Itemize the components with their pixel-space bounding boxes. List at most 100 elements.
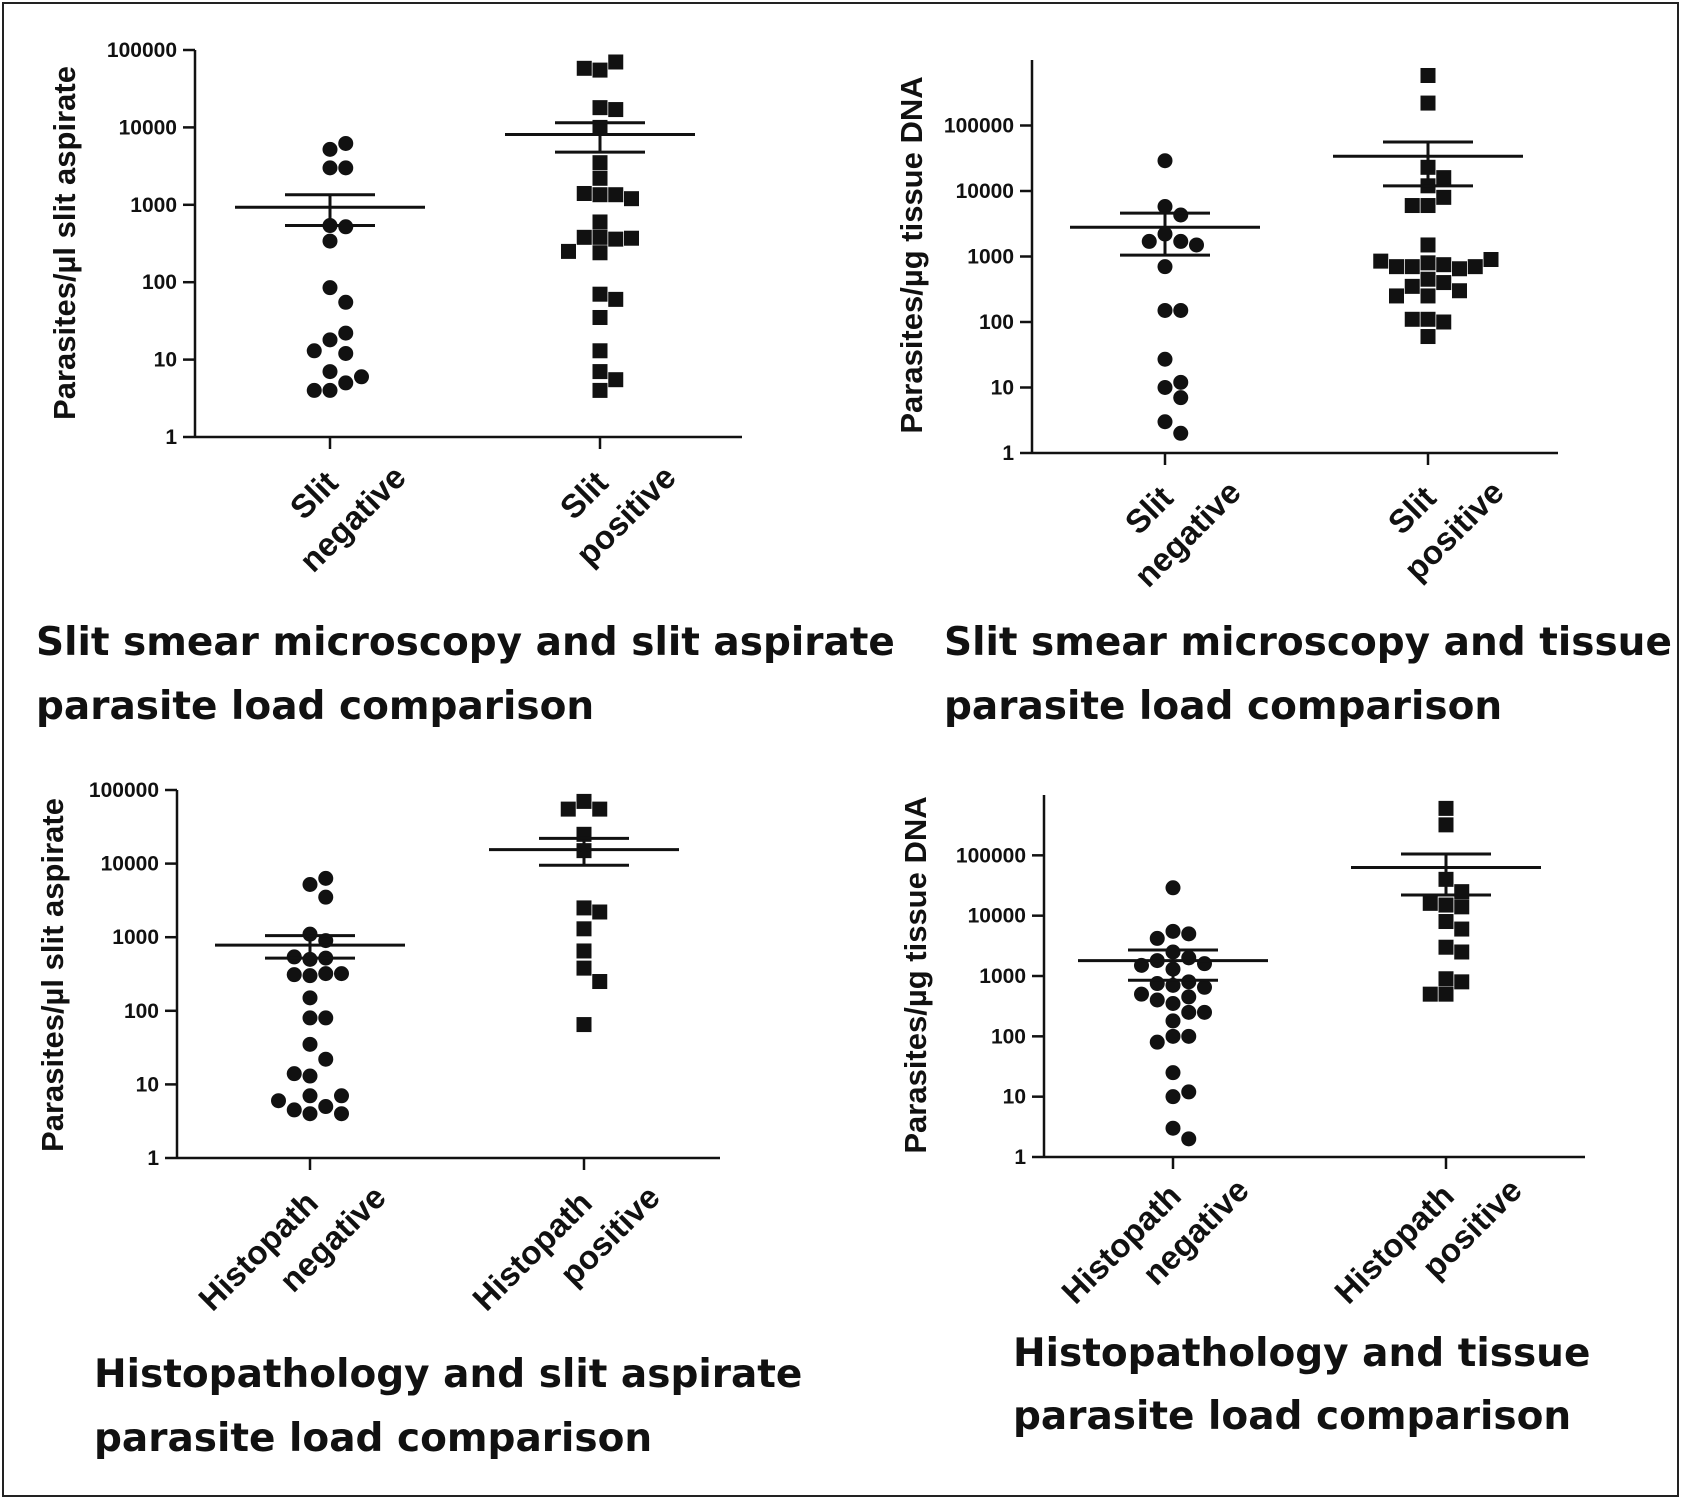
- data-point-square: [576, 960, 592, 976]
- data-point-square: [1436, 275, 1452, 291]
- data-point-square: [592, 364, 608, 380]
- y-tick-label: 1000: [967, 246, 1014, 269]
- data-point-square: [1452, 261, 1467, 277]
- y-tick-label: 1: [147, 1147, 159, 1170]
- data-point-square: [1454, 884, 1470, 900]
- y-tick-label: 1000: [979, 965, 1026, 988]
- data-point-square: [1404, 198, 1420, 214]
- panel-caption-line-1: Slit smear microscopy and slit aspirate: [36, 620, 895, 665]
- y-axis-title: Parasites/µl slit aspirate: [47, 66, 82, 420]
- data-point-circle: [322, 332, 338, 348]
- data-point-square: [1422, 986, 1438, 1002]
- y-tick-label: 100000: [944, 115, 1014, 138]
- data-point-circle: [1197, 979, 1212, 995]
- data-point-circle: [1181, 1004, 1197, 1020]
- data-point-square: [1436, 170, 1452, 186]
- data-point-circle: [1173, 302, 1189, 318]
- data-point-circle: [318, 966, 334, 982]
- data-point-circle: [302, 1088, 318, 1104]
- y-tick-label: 100000: [107, 39, 177, 62]
- data-point-square: [592, 801, 608, 817]
- data-point-square: [1420, 67, 1436, 83]
- y-tick-label: 10: [991, 377, 1014, 400]
- data-point-square: [1389, 259, 1404, 275]
- data-point-square: [1483, 251, 1499, 267]
- data-point-circle: [1197, 956, 1212, 972]
- data-point-square: [1373, 253, 1389, 269]
- data-point-square: [608, 102, 624, 118]
- data-point-circle: [1149, 976, 1165, 992]
- y-tick-label: 1: [1014, 1146, 1026, 1169]
- data-point-square: [1438, 971, 1454, 987]
- data-point-circle: [1165, 880, 1181, 896]
- data-point-circle: [354, 369, 369, 385]
- data-point-square: [1420, 198, 1436, 214]
- data-point-circle: [1173, 390, 1189, 406]
- data-point-square: [592, 309, 608, 325]
- data-point-circle: [338, 375, 354, 391]
- data-point-circle: [286, 967, 302, 983]
- data-point-circle: [322, 382, 338, 398]
- y-tick-label: 10000: [101, 853, 159, 876]
- data-point-square: [1454, 974, 1470, 990]
- data-point-square: [592, 974, 608, 990]
- data-point-circle: [1165, 1089, 1181, 1105]
- data-point-circle: [1189, 237, 1204, 253]
- data-point-circle: [318, 889, 334, 905]
- data-point-square: [608, 187, 624, 203]
- data-point-circle: [1173, 425, 1189, 441]
- panel-caption-line-1: Histopathology and tissue: [1013, 1331, 1590, 1376]
- data-point-square: [576, 921, 592, 937]
- data-point-square: [1420, 271, 1436, 287]
- data-point-circle: [271, 1093, 286, 1109]
- y-tick-label: 100: [124, 1000, 159, 1023]
- data-point-circle: [1173, 207, 1189, 223]
- data-point-circle: [1181, 1028, 1197, 1044]
- data-point-square: [592, 187, 608, 203]
- y-tick-label: 10000: [968, 905, 1026, 928]
- data-point-square: [576, 185, 592, 201]
- data-point-square: [1438, 939, 1454, 955]
- data-point-circle: [1165, 1120, 1181, 1136]
- data-point-circle: [338, 345, 354, 361]
- data-point-square: [624, 191, 639, 207]
- data-point-circle: [1149, 930, 1165, 946]
- data-point-square: [1467, 259, 1483, 275]
- data-point-circle: [338, 160, 354, 176]
- data-point-square: [1436, 189, 1452, 205]
- y-axis-title: Parasites/µg tissue DNA: [894, 76, 929, 433]
- data-point-circle: [286, 1102, 302, 1118]
- y-tick-label: 100: [991, 1025, 1026, 1048]
- data-point-square: [1438, 817, 1454, 833]
- data-point-square: [1438, 986, 1454, 1002]
- data-point-circle: [1149, 1034, 1165, 1050]
- data-point-square: [576, 1017, 592, 1033]
- data-point-square: [1454, 921, 1470, 937]
- data-point-square: [560, 801, 576, 817]
- chart-panel-3: 1 10 100 1000 10000 100000 Parasites/µl slit a…: [35, 779, 802, 1461]
- data-point-circle: [1197, 1004, 1212, 1020]
- data-point-circle: [302, 1068, 318, 1084]
- data-point-circle: [1157, 414, 1173, 430]
- chart-panel-4: 1 10 100 1000 10000 100000 Parasites/µg tissue…: [898, 795, 1590, 1439]
- data-point-circle: [338, 135, 354, 151]
- data-point-circle: [302, 990, 318, 1006]
- data-point-square: [1420, 329, 1436, 345]
- data-point-circle: [302, 1010, 318, 1026]
- y-tick-label: 100000: [956, 844, 1026, 867]
- data-point-square: [1389, 288, 1404, 304]
- data-point-square: [1454, 944, 1470, 960]
- y-tick-label: 100: [979, 311, 1014, 334]
- chart-panel-2: 1 10 100 1000 10000 100000 Parasites/µg tissue…: [894, 60, 1672, 729]
- data-point-square: [1420, 311, 1436, 327]
- data-point-square: [1420, 95, 1436, 111]
- data-point-circle: [1157, 259, 1173, 275]
- data-point-square: [576, 943, 592, 959]
